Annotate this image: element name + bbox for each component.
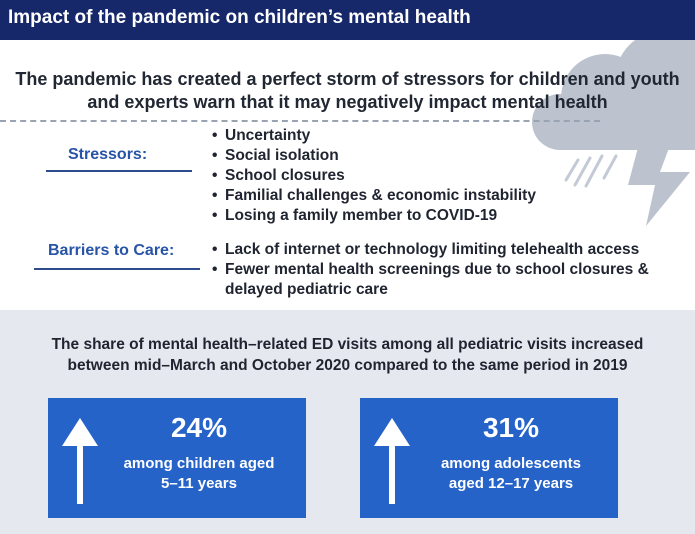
list-item: Fewer mental health screenings due to sc…	[212, 260, 649, 300]
up-arrow-icon	[62, 418, 98, 504]
stat-card-children: 24% among children aged 5–11 years	[48, 398, 306, 518]
stat-card-description: among adolescents aged 12–17 years	[404, 454, 618, 494]
stat-percent: 31%	[482, 412, 540, 443]
stat-card-line-1: among children aged	[123, 455, 275, 472]
stat-percent: 24%	[170, 412, 228, 443]
stat-card-line-2: 5–11 years	[161, 475, 237, 492]
list-item: Social isolation	[212, 146, 536, 166]
dashed-divider	[0, 120, 600, 122]
list-item-line: Fewer mental health screenings due to sc…	[225, 261, 649, 278]
stressors-label: Stressors:	[68, 146, 148, 163]
up-arrow-icon	[374, 418, 410, 504]
stat-card-line-1: among adolescents	[440, 455, 582, 472]
intro-line-1: The pandemic has created a perfect storm…	[15, 69, 680, 89]
stat-card-line-2: aged 12–17 years	[448, 475, 574, 492]
barriers-underline	[34, 268, 200, 270]
list-item: School closures	[212, 166, 536, 186]
stressors-underline	[46, 170, 192, 172]
statistics-section: The share of mental health–related ED vi…	[0, 310, 695, 534]
stressors-section: The pandemic has created a perfect storm…	[0, 40, 695, 310]
stat-line-1: The share of mental health–related ED vi…	[51, 336, 644, 353]
list-item: Lack of internet or technology limiting …	[212, 240, 649, 260]
list-item: Familial challenges & economic instabili…	[212, 186, 536, 206]
barriers-label: Barriers to Care:	[48, 242, 175, 259]
page-title: Impact of the pandemic on children’s men…	[8, 7, 471, 28]
stat-description: The share of mental health–related ED vi…	[0, 334, 695, 376]
list-item-line: delayed pediatric care	[225, 281, 388, 298]
intro-text: The pandemic has created a perfect storm…	[0, 68, 695, 114]
stressors-list: Uncertainty Social isolation School clos…	[212, 126, 536, 226]
barriers-list: Lack of internet or technology limiting …	[212, 240, 649, 300]
intro-line-2: and experts warn that it may negatively …	[87, 92, 608, 112]
stat-card-description: among children aged 5–11 years	[92, 454, 306, 494]
list-item: Losing a family member to COVID-19	[212, 206, 536, 226]
stat-line-2: between mid–March and October 2020 compa…	[67, 357, 628, 374]
list-item: Uncertainty	[212, 126, 536, 146]
stat-card-adolescents: 31% among adolescents aged 12–17 years	[360, 398, 618, 518]
header-bar: Impact of the pandemic on children’s men…	[0, 0, 695, 40]
